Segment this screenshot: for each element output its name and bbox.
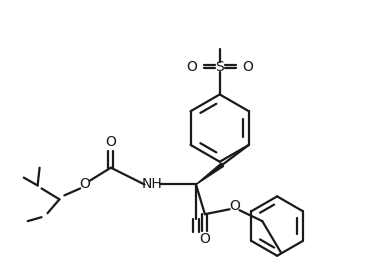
Text: NH: NH xyxy=(142,178,163,191)
Text: O: O xyxy=(106,135,116,149)
Text: O: O xyxy=(199,232,210,246)
Polygon shape xyxy=(196,163,223,184)
Text: O: O xyxy=(242,60,253,74)
Text: O: O xyxy=(229,199,240,213)
Text: S: S xyxy=(215,60,224,74)
Text: O: O xyxy=(187,60,197,74)
Text: O: O xyxy=(80,178,90,191)
